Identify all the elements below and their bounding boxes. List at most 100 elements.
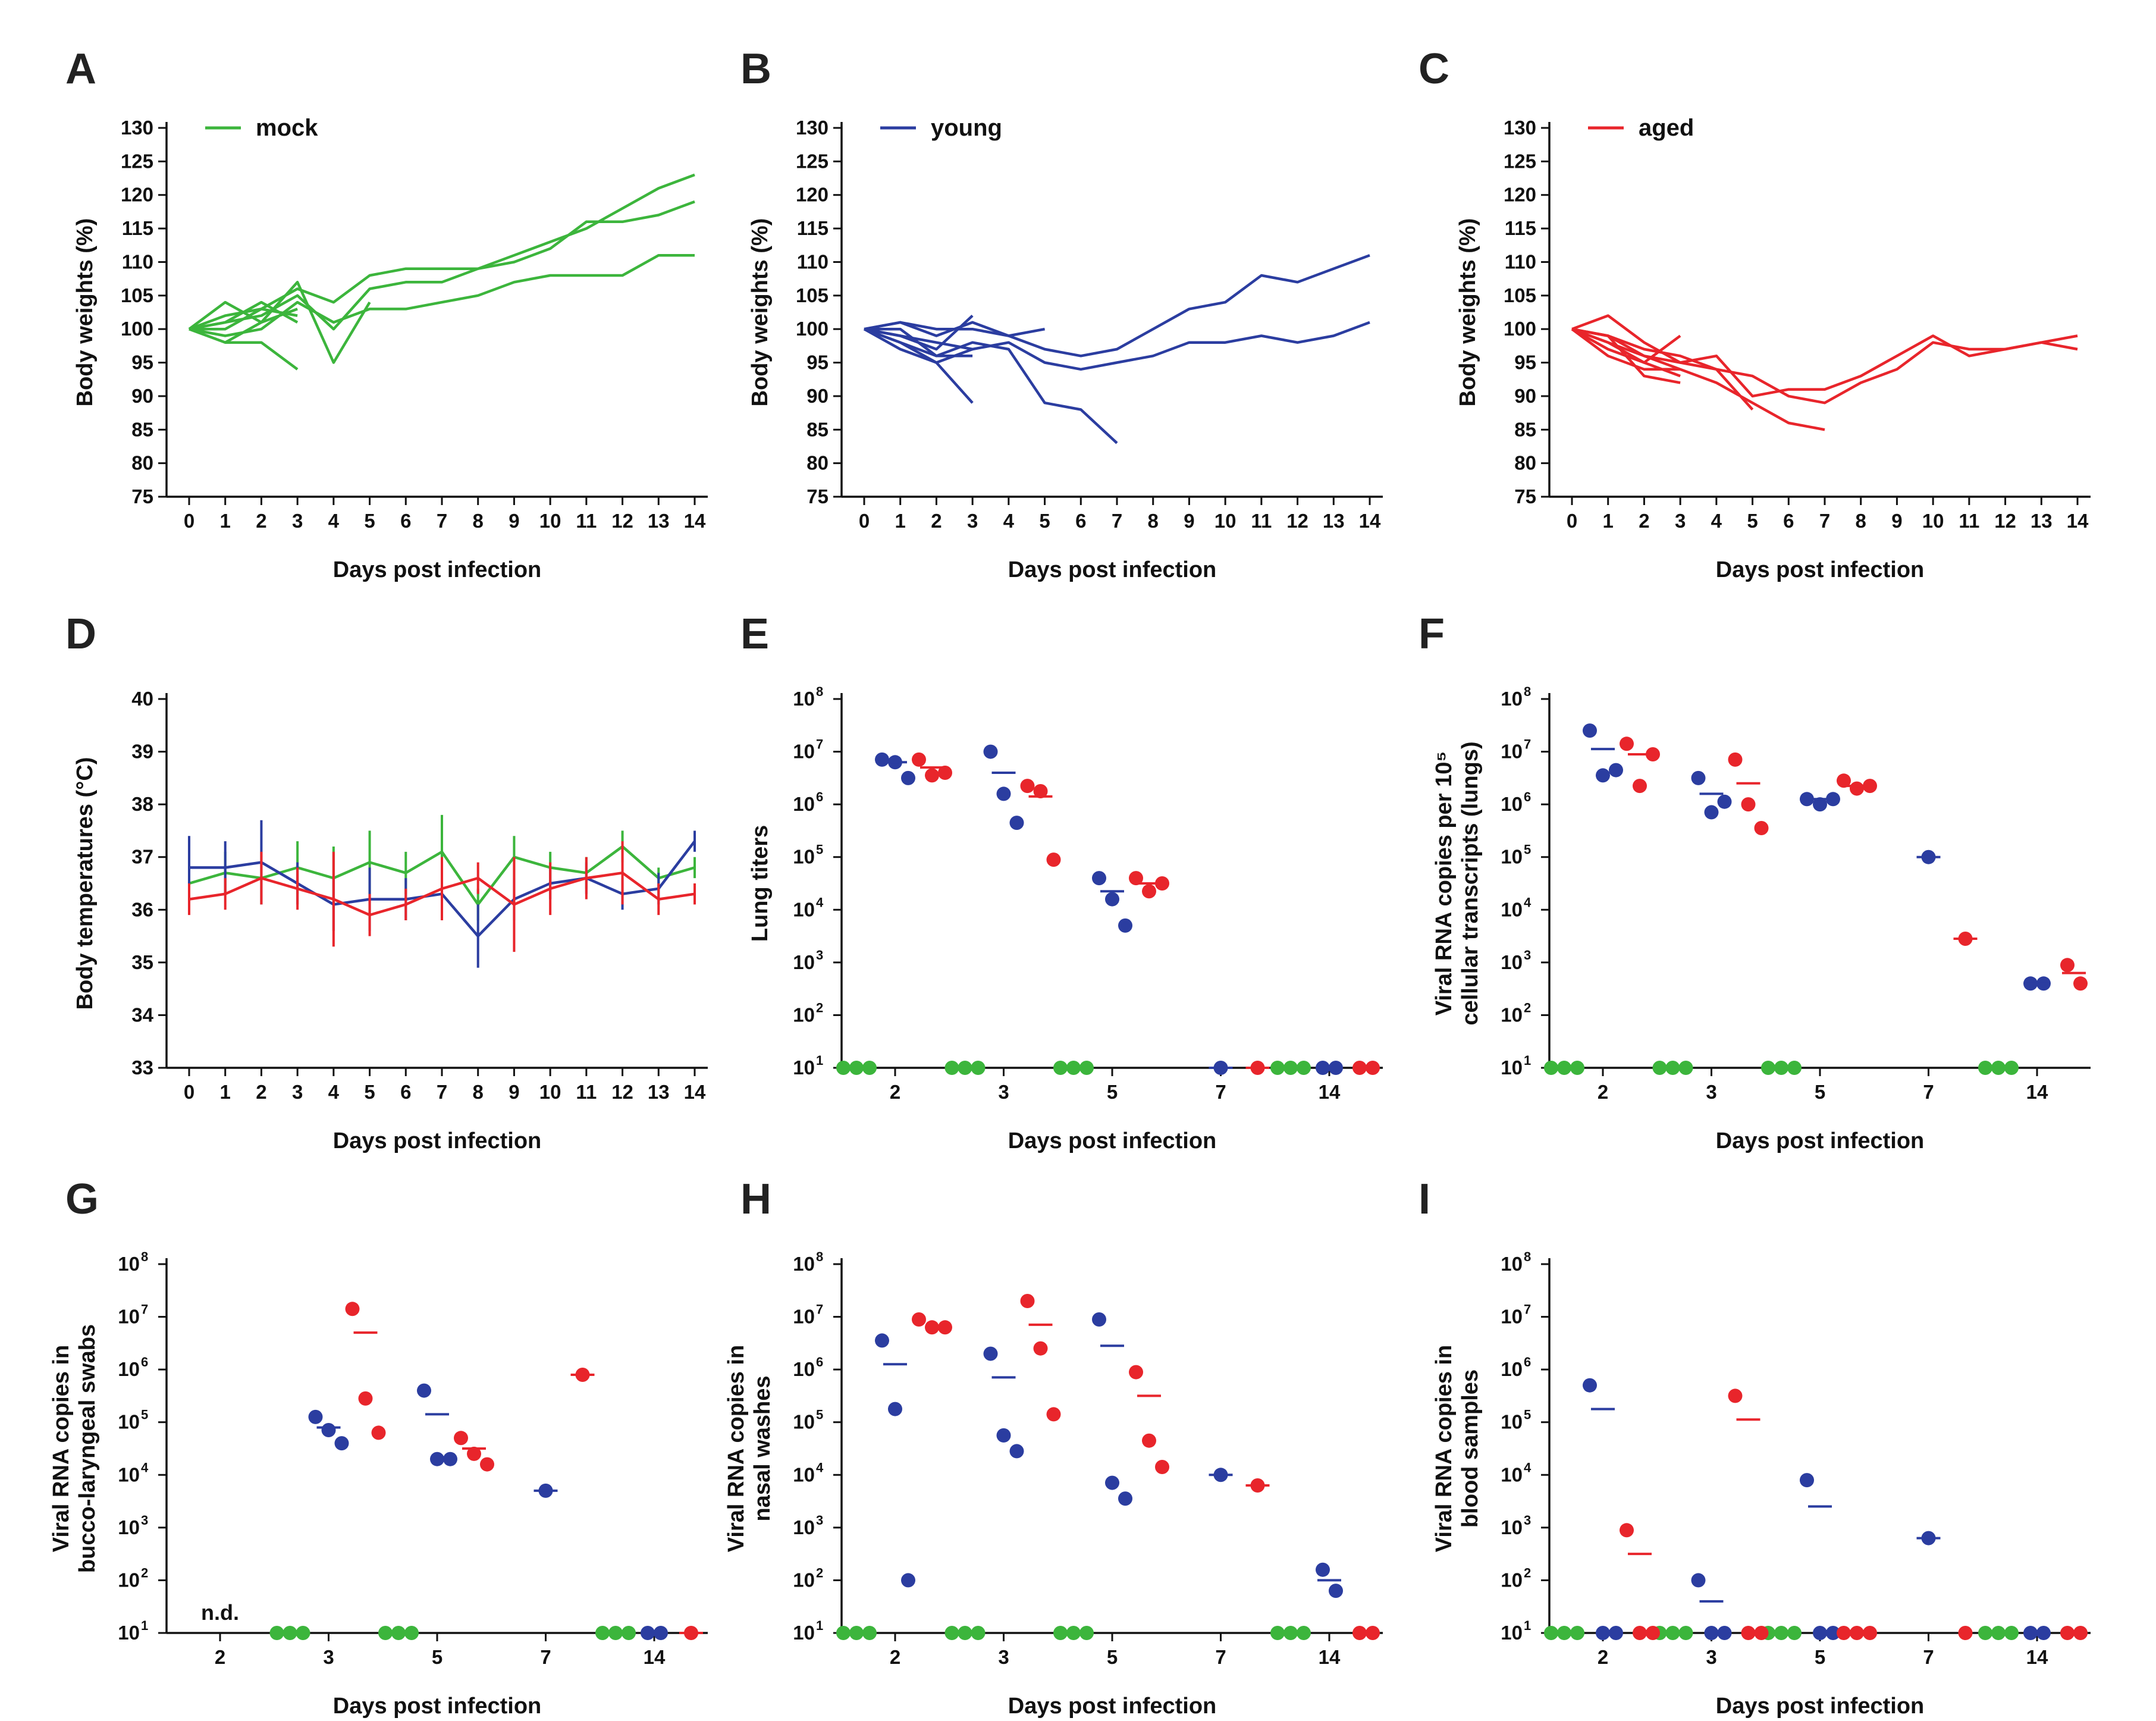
data-point-mock (1787, 1061, 1802, 1075)
data-point-young (1596, 1626, 1610, 1640)
data-point-aged (454, 1431, 468, 1446)
data-point-mock (1652, 1061, 1667, 1075)
y-tick-label: 110 (122, 250, 153, 272)
data-point-mock (1270, 1061, 1285, 1075)
data-point-mock (269, 1626, 284, 1640)
y-tick-exponent: 2 (1524, 1565, 1531, 1580)
y-tick-label: 105 (796, 284, 828, 306)
x-tick-label: 7 (1819, 510, 1830, 532)
data-point-mock (1283, 1061, 1298, 1075)
y-tick-label: 36 (131, 898, 153, 920)
y-tick-exponent: 3 (816, 1513, 823, 1528)
y-axis-title: Viral RNA copies in (724, 1345, 749, 1552)
data-point-mock (391, 1626, 406, 1640)
y-tick-label: 95 (806, 352, 828, 374)
y-tick-label: 130 (796, 117, 828, 139)
data-point-mock (1270, 1626, 1285, 1640)
x-axis-title: Days post infection (1008, 1694, 1217, 1719)
data-point-mock (1079, 1626, 1094, 1640)
data-point-aged (1728, 752, 1743, 767)
data-point-mock (1053, 1626, 1068, 1640)
y-tick-label: 125 (1504, 150, 1536, 172)
data-point-aged (925, 1320, 939, 1335)
data-point-young (308, 1409, 323, 1424)
series-line-mock (189, 300, 299, 331)
y-tick-label: 90 (806, 385, 828, 407)
y-tick-label: 40 (131, 688, 153, 710)
x-tick-label: 7 (437, 1081, 447, 1103)
x-tick-label: 14 (644, 1646, 666, 1668)
data-point-mock (1978, 1626, 1992, 1640)
y-tick-exponent: 7 (141, 1302, 148, 1317)
x-tick-label: 0 (1567, 510, 1577, 532)
series-line-aged (1571, 314, 2078, 398)
data-point-mock (958, 1061, 972, 1075)
data-point-aged (1958, 1626, 1973, 1640)
y-tick-label: 10 (1501, 1057, 1523, 1079)
data-point-aged (1646, 1626, 1660, 1640)
x-tick-label: 14 (1319, 1081, 1341, 1103)
x-axis-title: Days post infection (333, 1128, 542, 1153)
y-tick-label: 10 (1501, 951, 1523, 973)
data-point-aged (938, 766, 952, 780)
y-tick-exponent: 8 (816, 1249, 823, 1264)
x-tick-label: 2 (931, 510, 942, 532)
series-line-young (864, 327, 973, 358)
x-tick-label: 12 (1994, 510, 2016, 532)
x-tick-label: 2 (256, 510, 266, 532)
data-point-mock (1570, 1626, 1584, 1640)
data-point-mock (1283, 1626, 1298, 1640)
data-point-aged (1741, 1626, 1756, 1640)
y-tick-label: 125 (796, 150, 828, 172)
y-tick-label: 10 (793, 846, 815, 868)
y-tick-label: 10 (793, 1411, 815, 1433)
x-tick-label: 1 (895, 510, 906, 532)
y-tick-label: 10 (1501, 1253, 1523, 1275)
y-tick-label: 10 (793, 1004, 815, 1026)
data-point-young (996, 1428, 1011, 1443)
data-point-young (443, 1452, 457, 1466)
x-tick-label: 9 (1184, 510, 1194, 532)
data-point-mock (1665, 1061, 1680, 1075)
data-point-young (901, 1573, 915, 1588)
data-point-young (1691, 1573, 1706, 1588)
data-point-mock (1991, 1061, 2006, 1075)
x-tick-label: 7 (1215, 1646, 1226, 1668)
data-point-young (1596, 768, 1610, 783)
y-tick-label: 33 (131, 1057, 153, 1079)
x-tick-label: 4 (1711, 510, 1722, 532)
y-tick-label: 34 (131, 1004, 153, 1026)
data-point-aged (912, 752, 926, 767)
x-tick-label: 5 (1815, 1081, 1825, 1103)
y-tick-label: 10 (793, 898, 815, 920)
y-tick-label: 75 (131, 485, 153, 507)
data-point-aged (1129, 1365, 1143, 1380)
data-point-mock (283, 1626, 297, 1640)
data-point-young (1717, 1626, 1732, 1640)
x-tick-label: 14 (1359, 510, 1381, 532)
y-tick-label: 85 (1514, 418, 1536, 440)
y-tick-label: 120 (1504, 184, 1536, 206)
data-point-mock (2004, 1061, 2019, 1075)
data-point-mock (1678, 1626, 1693, 1640)
x-tick-label: 2 (1639, 510, 1649, 532)
y-tick-exponent: 4 (141, 1460, 149, 1475)
data-point-young (1092, 1312, 1106, 1327)
y-tick-exponent: 5 (816, 842, 823, 857)
y-tick-exponent: 4 (816, 1460, 824, 1475)
data-point-young (996, 786, 1011, 801)
y-tick-label: 120 (796, 184, 828, 206)
y-tick-exponent: 3 (1524, 1513, 1531, 1528)
y-tick-label: 10 (793, 1463, 815, 1485)
y-tick-label: 100 (796, 318, 828, 340)
y-tick-exponent: 7 (1524, 737, 1531, 752)
data-point-young (1609, 1626, 1623, 1640)
series-line-young (864, 321, 1370, 371)
x-axis-title: Days post infection (1716, 1694, 1925, 1719)
data-point-mock (622, 1626, 636, 1640)
x-tick-label: 3 (967, 510, 978, 532)
y-tick-exponent: 2 (816, 1000, 823, 1015)
